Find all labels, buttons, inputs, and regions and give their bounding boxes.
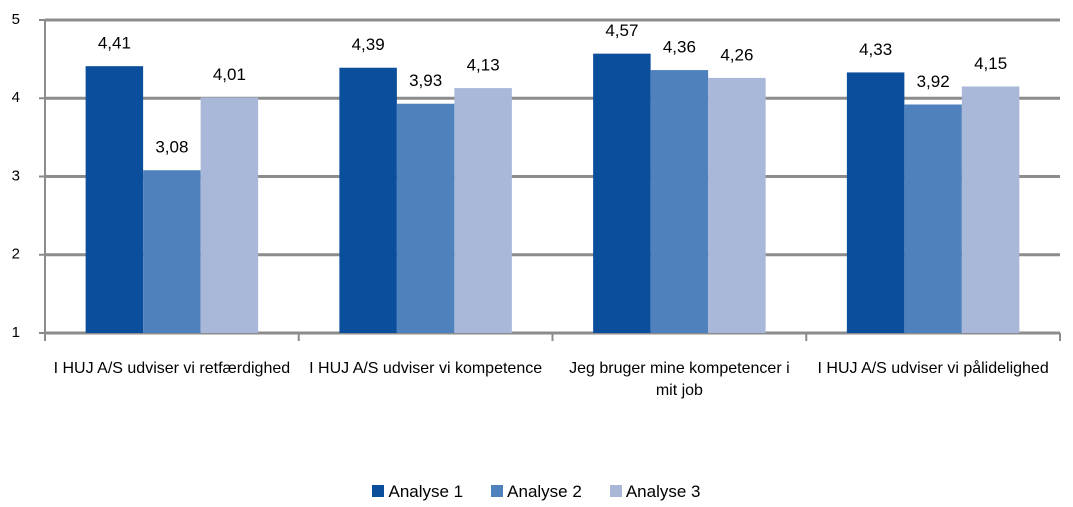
value-label: 4,13 — [467, 56, 500, 75]
x-tick-label: I HUJ A/S udviser vi kompetence — [309, 360, 543, 377]
value-label: 4,57 — [605, 21, 638, 40]
y-tick-label: 4 — [12, 89, 20, 106]
bar — [846, 72, 905, 334]
legend-item: Analyse 3 — [609, 482, 701, 502]
bar — [593, 53, 651, 334]
legend-swatch — [491, 485, 504, 497]
legend-item: Analyse 1 — [372, 482, 463, 502]
legend: Analyse 1 Analyse 2 Analyse 3 — [0, 482, 1073, 502]
bar — [961, 86, 1020, 333]
bar — [904, 104, 962, 333]
y-tick-label: 3 — [12, 167, 20, 184]
bar — [339, 67, 397, 334]
value-label: 4,33 — [859, 40, 892, 59]
bar — [454, 88, 512, 333]
value-label: 4,15 — [974, 54, 1007, 73]
y-tick-label: 2 — [12, 246, 20, 263]
bar — [85, 66, 144, 333]
bar — [708, 77, 766, 333]
value-label: 3,93 — [409, 71, 442, 90]
bar — [650, 70, 709, 333]
value-label: 4,36 — [663, 38, 696, 57]
value-label: 4,39 — [352, 35, 385, 54]
bar — [143, 170, 201, 333]
value-label: 4,26 — [720, 45, 753, 64]
legend-label: Analyse 1 — [388, 482, 464, 501]
value-label: 3,92 — [917, 72, 950, 91]
legend-swatch — [372, 485, 385, 497]
value-label: 3,08 — [155, 138, 188, 157]
legend-item: Analyse 2 — [491, 482, 582, 502]
x-tick-label: I HUJ A/S udviser vi pålidelighed — [817, 360, 1049, 377]
x-tick-label: Jeg bruger mine kompetencer i mit job — [569, 360, 790, 399]
y-tick-label: 1 — [12, 324, 20, 341]
legend-swatch — [609, 485, 622, 497]
bar — [396, 103, 455, 333]
value-label: 4,01 — [213, 65, 246, 84]
x-tick-label: I HUJ A/S udviser vi retfærdighed — [53, 360, 291, 377]
value-label: 4,41 — [98, 34, 131, 53]
legend-label: Analyse 3 — [625, 482, 701, 501]
y-tick-label: 5 — [12, 11, 20, 28]
bar — [200, 97, 259, 333]
legend-label: Analyse 2 — [507, 482, 582, 501]
